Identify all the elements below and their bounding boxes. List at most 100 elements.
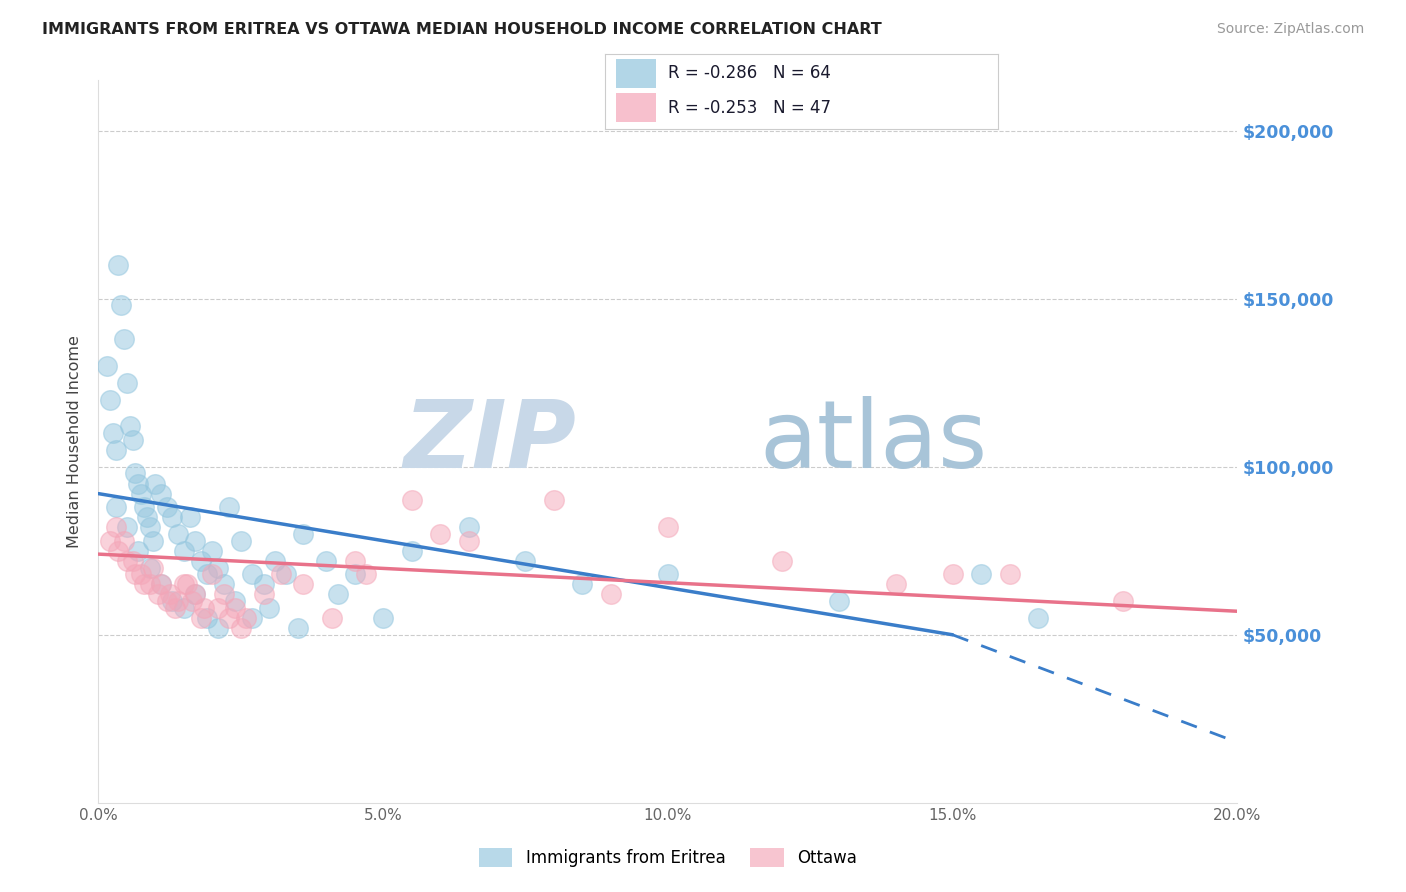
Point	[107, 543, 129, 558]
Point	[270, 567, 292, 582]
Point	[240, 567, 263, 582]
Point	[132, 500, 155, 514]
Point	[292, 527, 315, 541]
Point	[167, 594, 190, 608]
Point	[124, 467, 146, 481]
Point	[145, 476, 167, 491]
Point	[195, 567, 218, 582]
Point	[150, 577, 173, 591]
Point	[207, 621, 229, 635]
Point	[571, 577, 593, 591]
Point	[515, 554, 537, 568]
Point	[141, 533, 163, 548]
Point	[150, 577, 173, 591]
Point	[121, 433, 143, 447]
Point	[343, 567, 366, 582]
Point	[212, 577, 235, 591]
Point	[129, 567, 152, 582]
Point	[235, 611, 257, 625]
Point	[127, 543, 149, 558]
Point	[315, 554, 337, 568]
Point	[229, 621, 252, 635]
Point	[326, 587, 349, 601]
Point	[173, 543, 195, 558]
Point	[657, 520, 679, 534]
Text: atlas: atlas	[759, 395, 987, 488]
Point	[600, 587, 623, 601]
Point	[264, 554, 287, 568]
Point	[96, 359, 118, 373]
Point	[138, 577, 160, 591]
Legend: Immigrants from Eritrea, Ottawa: Immigrants from Eritrea, Ottawa	[472, 841, 863, 874]
Point	[124, 567, 146, 582]
Point	[218, 500, 240, 514]
Point	[104, 500, 127, 514]
Point	[112, 533, 135, 548]
Point	[141, 560, 163, 574]
Point	[401, 493, 423, 508]
Point	[167, 527, 190, 541]
Point	[252, 577, 274, 591]
Point	[457, 533, 479, 548]
Y-axis label: Median Household Income: Median Household Income	[67, 335, 83, 548]
Point	[543, 493, 565, 508]
Point	[98, 533, 121, 548]
Point	[176, 577, 198, 591]
Point	[1112, 594, 1135, 608]
Point	[156, 594, 179, 608]
Point	[115, 554, 138, 568]
Point	[156, 500, 179, 514]
Point	[138, 520, 160, 534]
Point	[173, 600, 195, 615]
Point	[190, 611, 212, 625]
Text: R = -0.286   N = 64: R = -0.286 N = 64	[668, 64, 831, 82]
Point	[259, 600, 281, 615]
Point	[252, 587, 274, 601]
Point	[201, 543, 224, 558]
Point	[287, 621, 309, 635]
Text: ZIP: ZIP	[404, 395, 576, 488]
Point	[98, 392, 121, 407]
Point	[212, 587, 235, 601]
Point	[201, 567, 224, 582]
Point	[127, 476, 149, 491]
Point	[207, 600, 229, 615]
Point	[828, 594, 851, 608]
Point	[121, 554, 143, 568]
Text: Source: ZipAtlas.com: Source: ZipAtlas.com	[1216, 22, 1364, 37]
Point	[173, 577, 195, 591]
Point	[148, 587, 170, 601]
Point	[770, 554, 793, 568]
Point	[240, 611, 263, 625]
Text: IMMIGRANTS FROM ERITREA VS OTTAWA MEDIAN HOUSEHOLD INCOME CORRELATION CHART: IMMIGRANTS FROM ERITREA VS OTTAWA MEDIAN…	[42, 22, 882, 37]
Point	[970, 567, 993, 582]
Point	[104, 520, 127, 534]
Point	[218, 611, 240, 625]
Point	[224, 594, 246, 608]
Point	[354, 567, 377, 582]
Point	[135, 510, 157, 524]
Point	[181, 594, 204, 608]
Point	[138, 560, 160, 574]
Point	[104, 442, 127, 457]
Point	[207, 560, 229, 574]
Point	[159, 587, 181, 601]
Point	[224, 600, 246, 615]
Point	[343, 554, 366, 568]
Point	[998, 567, 1021, 582]
Point	[162, 510, 184, 524]
Point	[657, 567, 679, 582]
Point	[184, 533, 207, 548]
Point	[115, 376, 138, 390]
Point	[942, 567, 965, 582]
Bar	[616, 59, 655, 87]
Point	[107, 258, 129, 272]
Point	[276, 567, 298, 582]
Point	[101, 426, 124, 441]
Point	[401, 543, 423, 558]
Point	[429, 527, 451, 541]
Point	[110, 298, 132, 312]
Point	[118, 419, 141, 434]
Point	[132, 577, 155, 591]
Point	[371, 611, 394, 625]
